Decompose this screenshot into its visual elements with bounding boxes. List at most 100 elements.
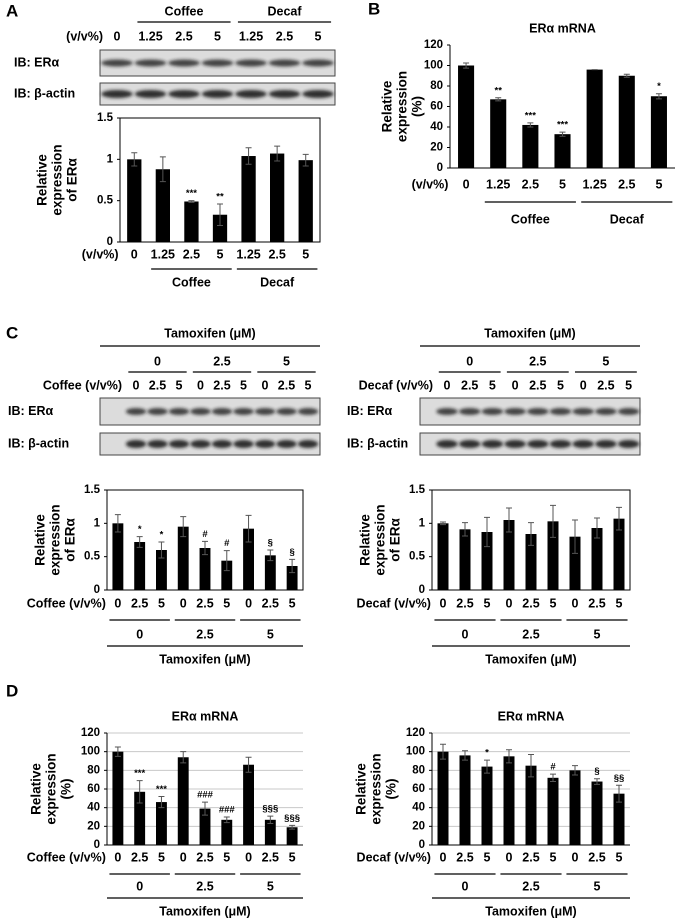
y-axis-label: expression (369, 753, 384, 824)
bar (458, 65, 475, 168)
y-axis-label: Relative (33, 514, 48, 566)
bar (569, 536, 581, 590)
x-axis-label: (v/v%) (82, 247, 119, 261)
blot-band (168, 90, 200, 98)
bar (490, 99, 507, 168)
x-tick-label: 2.5 (522, 177, 539, 191)
y-axis-label: expression (50, 144, 65, 215)
error-bar (131, 152, 138, 167)
blot-band (190, 408, 211, 415)
blot-band (190, 440, 211, 448)
y-axis-label: of ERα (63, 518, 78, 562)
blot-title: Tamoxifen (μM) (164, 326, 255, 340)
blot-band (101, 90, 133, 98)
panel-letter: A (6, 1, 18, 20)
x-tick-label: 5 (484, 850, 491, 864)
significance-label: §§ (614, 773, 625, 784)
blot-band (595, 440, 617, 448)
x-tick-label: 1.25 (486, 177, 510, 191)
lane-label: (v/v%) (66, 29, 103, 43)
bar (286, 566, 298, 590)
y-tick-label: 100 (424, 60, 443, 72)
lane-tick-label: 0 (444, 378, 451, 392)
bar (199, 548, 211, 590)
group-label: 0 (462, 627, 469, 641)
bar (199, 808, 211, 845)
x-axis-label: Decaf (v/v%) (357, 850, 431, 864)
error-bar (267, 815, 274, 825)
blot-row-label: IB: β-actin (347, 436, 408, 450)
x-tick-label: 2.5 (131, 850, 148, 864)
x-tick-label: 0 (245, 596, 252, 610)
lane-tick-label: 5 (489, 378, 496, 392)
x-axis-label: (v/v%) (412, 177, 449, 191)
blot-band (276, 440, 297, 448)
blot-band (233, 408, 254, 415)
error-bar (572, 519, 578, 554)
blot-band (549, 440, 572, 448)
blot-row-label: IB: ERα (14, 55, 60, 69)
group-label: 5 (267, 627, 274, 641)
blot-band (549, 408, 572, 415)
error-bar (559, 131, 566, 137)
bar (459, 755, 471, 845)
blot-band (134, 59, 167, 67)
y-tick-label: 1.5 (84, 484, 101, 496)
error-bar (223, 550, 230, 572)
y-axis-label: Relative (354, 763, 369, 815)
lane-tick-label: 5 (315, 29, 322, 43)
bar (525, 534, 537, 590)
y-axis-label: Relative (358, 514, 373, 566)
bar (569, 770, 581, 845)
error-bar (289, 824, 296, 830)
blot-group-label: 0 (466, 354, 473, 368)
group-title: Tamoxifen (μM) (159, 904, 250, 918)
x-axis-label: Coffee (v/v%) (27, 850, 106, 864)
error-bar (550, 773, 556, 783)
x-tick-label: 5 (302, 247, 309, 261)
x-tick-label: 2.5 (183, 247, 200, 261)
significance-label: * (138, 524, 142, 535)
bar (547, 777, 559, 845)
y-tick-label: 1 (107, 153, 114, 165)
lane-label: Coffee (v/v%) (43, 378, 122, 392)
y-tick-label: 0 (419, 584, 425, 596)
bar (221, 819, 233, 845)
error-bar (202, 801, 208, 816)
group-label: 0 (136, 879, 143, 893)
bar (554, 134, 571, 168)
bar (112, 751, 124, 845)
error-bar (655, 93, 662, 100)
lane-tick-label: 5 (305, 378, 312, 392)
y-tick-label: 80 (412, 764, 425, 776)
error-bar (440, 743, 446, 760)
bar (547, 521, 559, 590)
x-tick-label: 0 (463, 177, 470, 191)
blot-row-label: IB: β-actin (8, 436, 69, 450)
bar (243, 764, 254, 845)
y-axis-label: (%) (410, 96, 425, 117)
x-tick-label: 2.5 (262, 596, 279, 610)
blot-group-label: 2.5 (529, 354, 546, 368)
x-tick-label: 0 (572, 596, 579, 610)
y-axis-label: of ERα (65, 158, 80, 202)
x-tick-label: 0 (572, 850, 579, 864)
blot-row-label: IB: ERα (8, 404, 54, 418)
error-bar (462, 750, 468, 761)
x-tick-label: 0 (245, 850, 252, 864)
plot-frame (431, 489, 631, 591)
error-bar (484, 516, 490, 548)
x-tick-label: 2.5 (522, 850, 539, 864)
group-label: 5 (594, 627, 601, 641)
group-label: Decaf (610, 212, 645, 226)
lane-tick-label: 2.5 (213, 378, 230, 392)
lane-tick-label: 0 (512, 378, 519, 392)
blot-row-label: IB: ERα (347, 404, 393, 418)
y-tick-label: 120 (424, 39, 443, 51)
error-bar (289, 558, 296, 574)
y-tick-label: 120 (81, 727, 100, 739)
y-axis-label: expression (44, 753, 59, 824)
error-bar (114, 514, 121, 533)
error-bar (484, 759, 490, 774)
